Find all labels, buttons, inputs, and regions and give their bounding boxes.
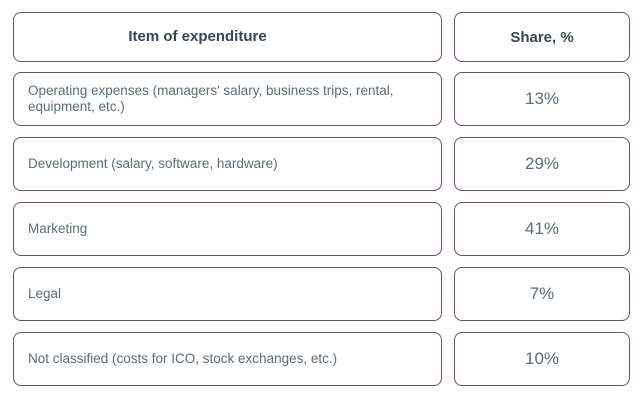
- table-row: Not classified (costs for ICO, stock exc…: [13, 332, 630, 386]
- share-value-cell: 10%: [454, 332, 630, 386]
- table-row: Operating expenses (managers' salary, bu…: [13, 72, 630, 126]
- table-row: Legal 7%: [13, 267, 630, 321]
- table-row: Marketing 41%: [13, 202, 630, 256]
- column-header-share: Share, %: [454, 12, 630, 62]
- table-header-row: Item of expenditure Share, %: [13, 12, 630, 62]
- table-row: Development (salary, software, hardware)…: [13, 137, 630, 191]
- share-value-cell: 13%: [454, 72, 630, 126]
- share-value-cell: 7%: [454, 267, 630, 321]
- column-header-item: Item of expenditure: [13, 12, 442, 62]
- share-value-cell: 41%: [454, 202, 630, 256]
- expenditure-item-cell: Legal: [13, 267, 442, 321]
- expenditure-item-cell: Marketing: [13, 202, 442, 256]
- expenditure-table: Item of expenditure Share, % Operating e…: [13, 12, 630, 397]
- share-value-cell: 29%: [454, 137, 630, 191]
- expenditure-item-cell: Operating expenses (managers' salary, bu…: [13, 72, 442, 126]
- expenditure-item-cell: Development (salary, software, hardware): [13, 137, 442, 191]
- expenditure-item-cell: Not classified (costs for ICO, stock exc…: [13, 332, 442, 386]
